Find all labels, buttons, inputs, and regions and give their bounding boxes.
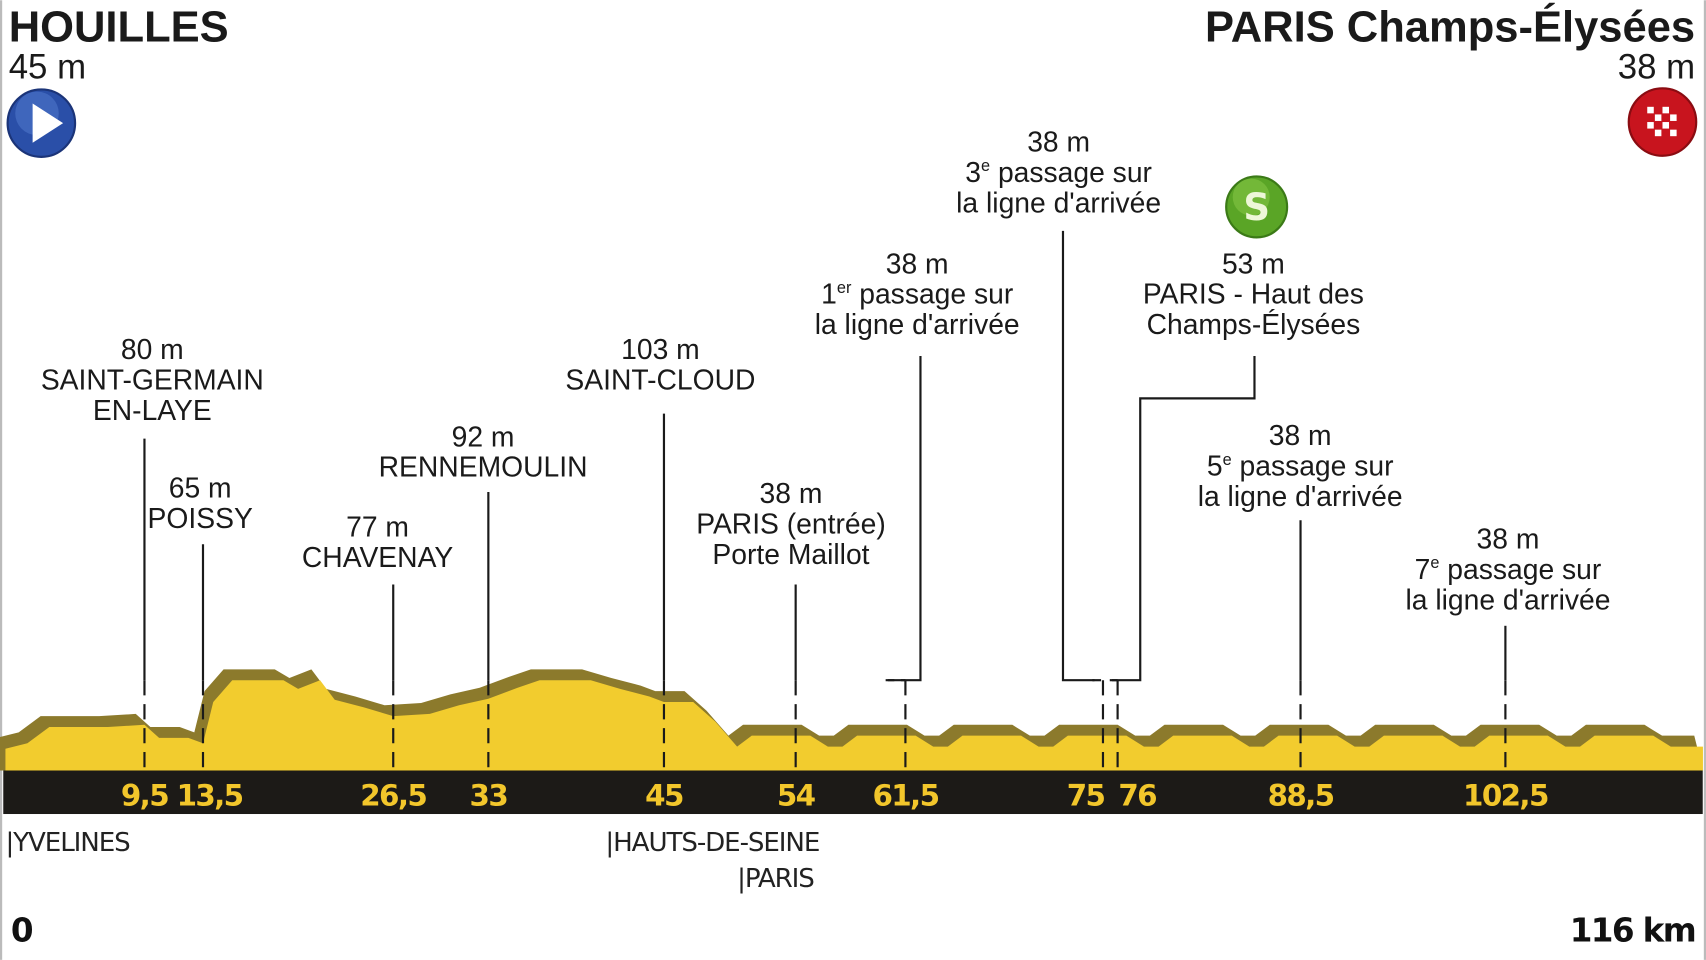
- department-label: |PARIS: [737, 864, 814, 894]
- waypoint-label-text: passage sur: [1439, 553, 1601, 585]
- ordinal-suffix: er: [837, 279, 852, 297]
- finish-checkered-flag-icon: [1627, 87, 1698, 157]
- ordinal-suffix: e: [1430, 554, 1439, 572]
- waypoint-label-line: PARIS (entrée): [696, 507, 886, 539]
- distance-end: 116 km: [1570, 911, 1695, 949]
- km-marker-label: 61,5: [872, 778, 938, 812]
- waypoint-altitude: 92 m: [452, 420, 515, 452]
- waypoint-label-line: POISSY: [148, 502, 253, 534]
- waypoint-label-line: SAINT-GERMAIN: [41, 364, 264, 396]
- waypoint-label-line: PARIS - Haut des: [1143, 278, 1364, 310]
- waypoint-altitude: 38 m: [1477, 523, 1540, 555]
- department-label: |YVELINES: [5, 828, 130, 858]
- waypoint-label-line: 7e passage sur: [1415, 553, 1602, 585]
- ordinal-suffix: e: [981, 157, 990, 175]
- waypoint-label-line: 3e passage sur: [965, 156, 1152, 188]
- waypoint-label-text: passage sur: [851, 278, 1013, 310]
- start-town: HOUILLES: [9, 4, 229, 52]
- waypoint-leader-line: [1111, 355, 1256, 682]
- waypoint-altitude: 38 m: [760, 477, 823, 509]
- checker-square: [1670, 129, 1677, 137]
- start-altitude: 45 m: [9, 48, 86, 87]
- checker-square: [1662, 106, 1670, 114]
- waypoint-altitude: 103 m: [621, 333, 700, 365]
- elevation-profile: [0, 669, 1703, 771]
- checker-square: [1654, 114, 1662, 121]
- waypoint-label-line: Champs-Élysées: [1147, 308, 1361, 340]
- distance-axis-bar: [3, 770, 1703, 815]
- km-marker-label: 33: [470, 778, 508, 812]
- ordinal-number: 1: [821, 278, 837, 310]
- waypoint-label-line: 1er passage sur: [821, 278, 1013, 310]
- waypoint-label-line: SAINT-CLOUD: [565, 364, 755, 396]
- waypoint-altitude: 53 m: [1222, 247, 1285, 279]
- waypoint-altitude: 38 m: [886, 247, 949, 279]
- start-play-icon: [6, 88, 77, 158]
- waypoint-label-text: passage sur: [1232, 450, 1394, 482]
- finish-altitude: 38 m: [1618, 48, 1695, 87]
- ordinal-number: 5: [1207, 450, 1223, 482]
- waypoint-leader-line: [887, 355, 922, 682]
- sprint-letter: S: [1243, 186, 1270, 229]
- km-marker-label: 76: [1118, 778, 1156, 812]
- km-marker-label: 75: [1067, 778, 1105, 812]
- waypoint-altitude: 65 m: [169, 471, 232, 503]
- ordinal-suffix: e: [1223, 451, 1232, 469]
- distance-start: 0: [11, 911, 33, 949]
- checker-square: [1670, 114, 1677, 121]
- km-marker-label: 54: [777, 778, 816, 812]
- department-labels: |YVELINES |HAUTS-DE-SEINE |PARIS: [5, 828, 820, 894]
- waypoint-label-line: la ligne d'arrivée: [1406, 583, 1611, 615]
- intermediate-sprint-icon: S: [1225, 175, 1289, 239]
- checker-square: [1654, 129, 1662, 137]
- ordinal-number: 7: [1415, 553, 1431, 585]
- waypoint-label-line: la ligne d'arrivée: [956, 186, 1161, 218]
- profile-fill: [5, 680, 1703, 771]
- waypoint-altitude: 80 m: [121, 333, 184, 365]
- waypoint-label-line: CHAVENAY: [302, 541, 453, 573]
- km-marker-label: 26,5: [360, 778, 426, 812]
- km-marker-label: 88,5: [1268, 778, 1334, 812]
- checker-square: [1662, 122, 1670, 129]
- waypoint-leader-line: [1061, 230, 1095, 682]
- ordinal-number: 3: [965, 156, 981, 188]
- waypoint-label-line: Porte Maillot: [712, 538, 869, 570]
- waypoint-label-line: 5e passage sur: [1207, 450, 1394, 482]
- waypoint-label-line: RENNEMOULIN: [379, 451, 588, 483]
- finish-town: PARIS Champs-Élysées: [1205, 2, 1695, 52]
- km-marker-label: 13,5: [177, 778, 243, 812]
- checker-square: [1647, 106, 1654, 114]
- waypoint-label-line: la ligne d'arrivée: [1198, 480, 1403, 512]
- waypoint-label-line: EN-LAYE: [93, 394, 212, 426]
- department-label: |HAUTS-DE-SEINE: [605, 828, 819, 858]
- waypoint-altitude: 77 m: [346, 511, 409, 543]
- checker-square: [1647, 122, 1654, 129]
- waypoint-altitude: 38 m: [1269, 419, 1332, 451]
- waypoint-altitude: 38 m: [1027, 125, 1090, 157]
- km-marker-label: 9,5: [121, 778, 168, 812]
- waypoint-label-text: passage sur: [990, 156, 1152, 188]
- km-marker-label: 102,5: [1463, 778, 1548, 812]
- km-marker-label: 45: [645, 778, 683, 812]
- waypoint-label-line: la ligne d'arrivée: [815, 308, 1020, 340]
